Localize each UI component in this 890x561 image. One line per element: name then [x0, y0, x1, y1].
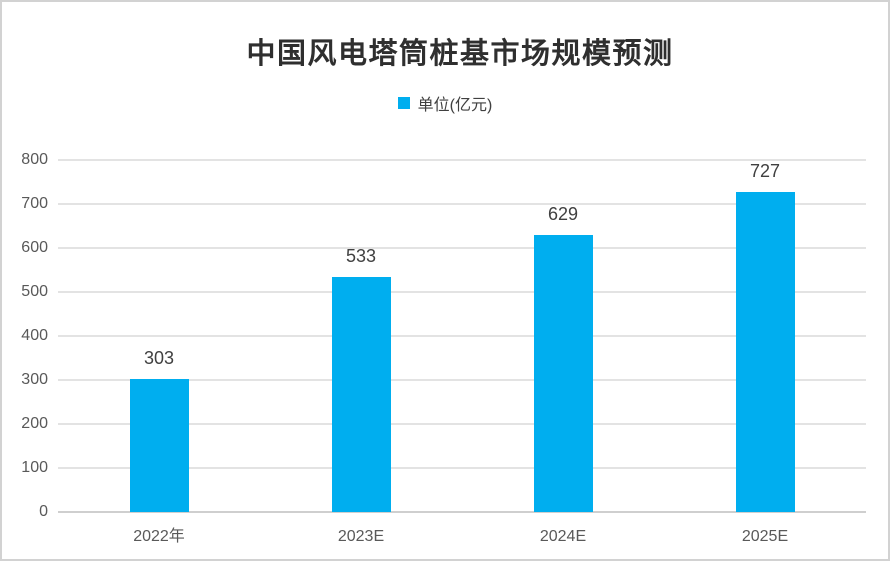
- y-axis-tick-label: 400: [21, 327, 48, 344]
- legend-label: 单位(亿元): [417, 97, 493, 114]
- y-axis-tick-label: 100: [21, 459, 48, 476]
- y-axis-tick-label: 500: [21, 283, 48, 300]
- x-axis-line: [58, 511, 866, 513]
- x-axis-tick-label: 2024E: [539, 528, 587, 545]
- gridline: [58, 159, 866, 161]
- bar-value-label: 629: [547, 204, 579, 225]
- gridline: [58, 379, 866, 381]
- bar-value-label: 303: [143, 347, 175, 368]
- gridline: [58, 335, 866, 337]
- legend-swatch-icon: [397, 97, 410, 109]
- x-axis-tick-label: 2022年: [133, 528, 185, 545]
- gridline: [58, 247, 866, 249]
- gridline: [58, 203, 866, 205]
- legend: 单位(亿元): [2, 91, 888, 115]
- y-axis-tick-label: 800: [21, 151, 48, 168]
- gridline: [58, 467, 866, 469]
- y-axis-tick-label: 600: [21, 239, 48, 256]
- y-axis-tick-label: 700: [21, 195, 48, 212]
- y-axis-tick-label: 200: [21, 415, 48, 432]
- bar-2024E: [533, 235, 593, 512]
- chart-title: 中国风电塔筒桩基市场规模预测: [246, 38, 674, 70]
- bar-2023E: [331, 277, 391, 512]
- y-axis-tick-label: 300: [21, 371, 48, 388]
- bar-value-label: 727: [749, 161, 781, 182]
- x-axis-tick-label: 2023E: [337, 528, 385, 545]
- bar-2025E: [735, 192, 795, 512]
- y-axis-tick-label: 0: [39, 503, 48, 520]
- bar-2022年: [129, 378, 189, 512]
- gridline: [58, 291, 866, 293]
- x-axis-tick-label: 2025E: [741, 528, 789, 545]
- gridline: [58, 423, 866, 425]
- bar-value-label: 533: [345, 246, 377, 267]
